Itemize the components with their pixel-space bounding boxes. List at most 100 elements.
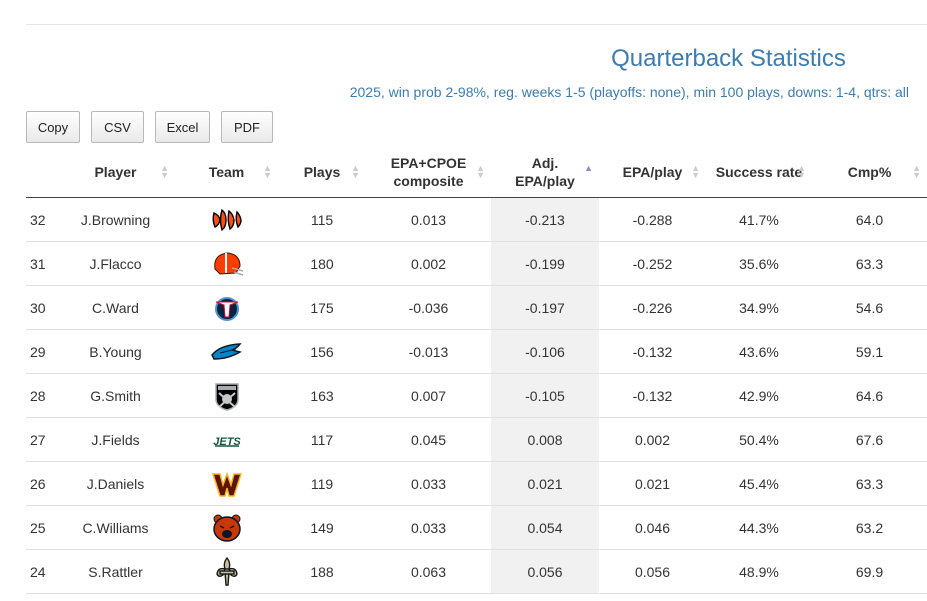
plays-cell: 180 xyxy=(278,241,366,286)
adj-epa-cell: 0.021 xyxy=(491,461,599,506)
plays-cell: 175 xyxy=(278,285,366,330)
sort-icon: ▲ ▼ xyxy=(912,163,921,180)
team-cell xyxy=(175,197,278,242)
team-cell xyxy=(175,241,278,286)
table-row: 32 J.Browning 115 0.013 -0.213 -0.288 41.7% 64.… xyxy=(26,197,927,242)
table-row: 27 J.Fields JETS 117 0.045 0.008 0.002 50.4% 67.… xyxy=(26,417,927,462)
col-header-plays[interactable]: Plays ▲ ▼ xyxy=(278,147,366,198)
excel-button[interactable]: Excel xyxy=(155,111,210,143)
export-buttons: Copy CSV Excel PDF xyxy=(26,111,284,143)
titans-logo xyxy=(210,293,244,323)
csv-button[interactable]: CSV xyxy=(91,111,144,143)
col-header-rank[interactable] xyxy=(26,147,56,198)
rank-cell: 32 xyxy=(26,197,56,242)
rank-cell: 30 xyxy=(26,285,56,330)
team-cell xyxy=(175,285,278,330)
player-cell: S.Rattler xyxy=(56,549,175,594)
copy-button[interactable]: Copy xyxy=(26,111,80,143)
success-rate-cell: 35.6% xyxy=(706,241,812,286)
plays-cell: 115 xyxy=(278,197,366,242)
epa-cpoe-cell: 0.045 xyxy=(366,417,491,462)
epa-cell: -0.226 xyxy=(599,285,706,330)
success-rate-cell: 48.9% xyxy=(706,549,812,594)
rank-cell: 24 xyxy=(26,549,56,594)
adj-epa-cell: -0.105 xyxy=(491,373,599,418)
cmp-cell: 63.2 xyxy=(812,505,927,550)
rank-cell: 27 xyxy=(26,417,56,462)
col-header-success[interactable]: Success rate ▲ ▼ xyxy=(706,147,812,198)
success-rate-cell: 41.7% xyxy=(706,197,812,242)
cmp-cell: 67.6 xyxy=(812,417,927,462)
success-rate-cell: 50.4% xyxy=(706,417,812,462)
plays-cell: 119 xyxy=(278,461,366,506)
success-rate-cell: 34.9% xyxy=(706,285,812,330)
raiders-logo xyxy=(210,381,244,411)
table-row: 29 B.Young 156 -0.013 -0.106 -0.132 43.6% 59.1 xyxy=(26,329,927,374)
epa-cpoe-cell: 0.033 xyxy=(366,461,491,506)
sort-icon: ▲ ▼ xyxy=(263,163,272,180)
player-cell: J.Daniels xyxy=(56,461,175,506)
epa-cell: 0.021 xyxy=(599,461,706,506)
epa-cell: 0.046 xyxy=(599,505,706,550)
adj-epa-cell: -0.199 xyxy=(491,241,599,286)
qb-stats-table: Player ▲ ▼ Team ▲ ▼ Plays ▲ ▼ EPA+CPOE composit… xyxy=(26,147,927,594)
team-cell xyxy=(175,461,278,506)
svg-text:JETS: JETS xyxy=(213,436,241,448)
player-cell: C.Ward xyxy=(56,285,175,330)
cmp-cell: 64.0 xyxy=(812,197,927,242)
player-cell: G.Smith xyxy=(56,373,175,418)
adj-epa-cell: -0.197 xyxy=(491,285,599,330)
sort-asc-icon: ▲ ▼ xyxy=(584,163,593,180)
cmp-cell: 63.3 xyxy=(812,461,927,506)
team-cell xyxy=(175,329,278,374)
sort-icon: ▲ ▼ xyxy=(160,163,169,180)
col-header-team[interactable]: Team ▲ ▼ xyxy=(175,147,278,198)
col-header-adj-epa[interactable]: Adj. EPA/play ▲ ▼ xyxy=(491,147,599,198)
col-header-epa[interactable]: EPA/play ▲ ▼ xyxy=(599,147,706,198)
table-row: 24 S.Rattler 188 0.063 0.056 0.056 48.9% 69.9 xyxy=(26,549,927,594)
table-row: 31 J.Flacco 180 0.002 -0.199 -0.252 35.6% 63.3 xyxy=(26,241,927,286)
sort-icon: ▲ ▼ xyxy=(351,163,360,180)
top-divider xyxy=(26,24,927,25)
plays-cell: 188 xyxy=(278,549,366,594)
epa-cpoe-cell: -0.036 xyxy=(366,285,491,330)
team-cell xyxy=(175,549,278,594)
team-cell xyxy=(175,505,278,550)
table-row: 30 C.Ward 175 -0.036 -0.197 -0.226 34.9% 54.6 xyxy=(26,285,927,330)
epa-cell: 0.056 xyxy=(599,549,706,594)
rank-cell: 29 xyxy=(26,329,56,374)
sort-icon: ▲ ▼ xyxy=(691,163,700,180)
epa-cpoe-cell: 0.013 xyxy=(366,197,491,242)
page-title: Quarterback Statistics xyxy=(611,45,846,72)
plays-cell: 149 xyxy=(278,505,366,550)
success-rate-cell: 45.4% xyxy=(706,461,812,506)
bears-logo xyxy=(210,513,244,543)
pdf-button[interactable]: PDF xyxy=(221,111,273,143)
col-header-cmp[interactable]: Cmp% ▲ ▼ xyxy=(812,147,927,198)
sort-icon: ▲ ▼ xyxy=(476,163,485,180)
epa-cpoe-cell: -0.013 xyxy=(366,329,491,374)
panthers-logo xyxy=(210,337,244,367)
epa-cpoe-cell: 0.063 xyxy=(366,549,491,594)
rank-cell: 28 xyxy=(26,373,56,418)
sort-icon: ▲ ▼ xyxy=(797,163,806,180)
commanders-logo xyxy=(210,469,244,499)
epa-cell: 0.002 xyxy=(599,417,706,462)
success-rate-cell: 44.3% xyxy=(706,505,812,550)
plays-cell: 156 xyxy=(278,329,366,374)
cmp-cell: 69.9 xyxy=(812,549,927,594)
cmp-cell: 59.1 xyxy=(812,329,927,374)
adj-epa-cell: -0.213 xyxy=(491,197,599,242)
col-header-player[interactable]: Player ▲ ▼ xyxy=(56,147,175,198)
plays-cell: 117 xyxy=(278,417,366,462)
table-header-row: Player ▲ ▼ Team ▲ ▼ Plays ▲ ▼ EPA+CPOE composit… xyxy=(26,147,927,198)
team-cell: JETS xyxy=(175,417,278,462)
col-header-epa-cpoe[interactable]: EPA+CPOE composite ▲ ▼ xyxy=(366,147,491,198)
team-cell xyxy=(175,373,278,418)
bengals-logo xyxy=(210,205,244,235)
player-cell: J.Fields xyxy=(56,417,175,462)
adj-epa-cell: 0.056 xyxy=(491,549,599,594)
epa-cpoe-cell: 0.007 xyxy=(366,373,491,418)
player-cell: B.Young xyxy=(56,329,175,374)
browns-logo xyxy=(210,249,244,279)
